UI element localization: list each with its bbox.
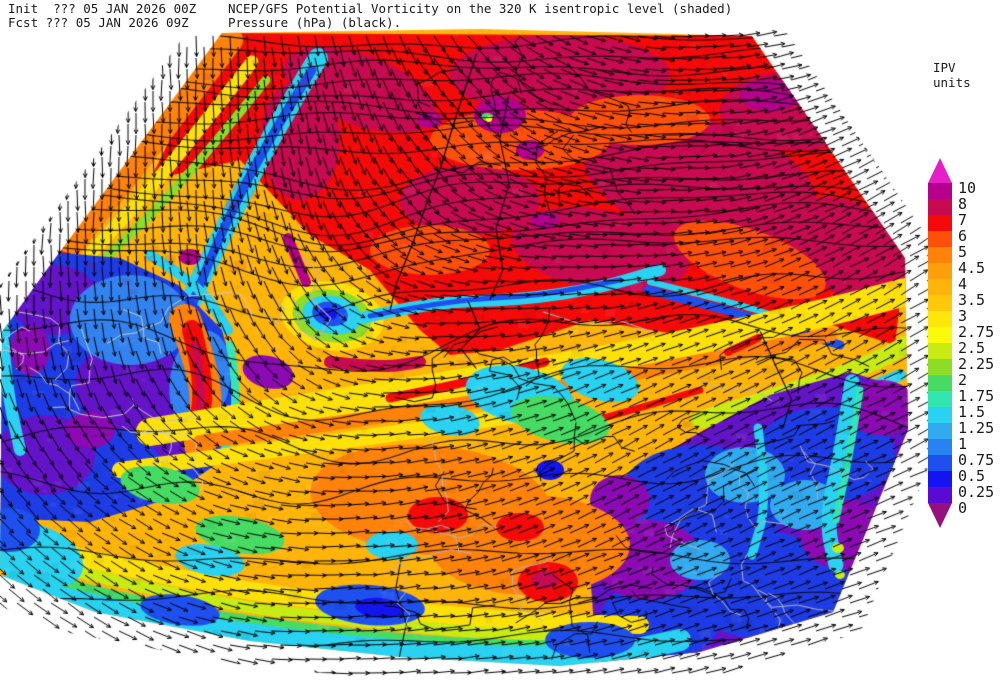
colorbar-box xyxy=(928,327,952,343)
colorbar-tick-label: 1.75 xyxy=(958,387,995,405)
colorbar-units-label: IPV units xyxy=(933,60,971,90)
colorbar-box xyxy=(928,263,952,279)
colorbar-tick-label: 0.25 xyxy=(958,483,995,501)
colorbar-box xyxy=(928,391,952,407)
fcst-time-label: Fcst ??? 05 JAN 2026 09Z xyxy=(8,15,189,30)
init-time-label: Init ??? 05 JAN 2026 00Z xyxy=(8,1,197,16)
colorbar-under-arrow xyxy=(928,503,952,528)
colorbar-tick-label: 1.25 xyxy=(958,419,995,437)
colorbar-over-arrow xyxy=(928,158,952,183)
colorbar-tick-label: 2.75 xyxy=(958,323,995,341)
colorbar-tick-label: 2.25 xyxy=(958,355,995,373)
colorbar-box xyxy=(928,423,952,439)
colorbar-tick-label: 7 xyxy=(958,211,968,229)
colorbar-tick-label: 0 xyxy=(958,499,968,517)
colorbar-tick-label: 4.5 xyxy=(958,259,986,277)
colorbar-tick-label: 10 xyxy=(958,179,977,197)
map-title-line1: NCEP/GFS Potential Vorticity on the 320 … xyxy=(228,1,733,16)
colorbar-tick-label: 8 xyxy=(958,195,968,213)
colorbar-box xyxy=(928,471,952,487)
colorbar-tick-label: 3.5 xyxy=(958,291,986,309)
colorbar-box xyxy=(928,295,952,311)
colorbar-tick-label: 0.5 xyxy=(958,467,986,485)
colorbar-tick-label: 5 xyxy=(958,243,968,261)
colorbar-box xyxy=(928,199,952,215)
colorbar-tick-label: 3 xyxy=(958,307,968,325)
colorbar-box xyxy=(928,231,952,247)
colorbar-box xyxy=(928,375,952,391)
colorbar-tick-label: 4 xyxy=(958,275,968,293)
colorbar-box xyxy=(928,455,952,471)
colorbar-tick-label: 1 xyxy=(958,435,968,453)
colorbar-box xyxy=(928,359,952,375)
colorbar-box xyxy=(928,247,952,263)
colorbar-box xyxy=(928,279,952,295)
colorbar-box xyxy=(928,183,952,199)
map-title-line2: Pressure (hPa) (black). xyxy=(228,15,402,30)
colorbar-tick-label: 1.5 xyxy=(958,403,986,421)
colorbar-box xyxy=(928,407,952,423)
colorbar-box xyxy=(928,215,952,231)
colorbar-tick-label: 2 xyxy=(958,371,968,389)
colorbar-box xyxy=(928,311,952,327)
colorbar-tick-label: 0.75 xyxy=(958,451,995,469)
colorbar-box xyxy=(928,439,952,455)
colorbar-tick-label: 6 xyxy=(958,227,968,245)
colorbar-box xyxy=(928,343,952,359)
colorbar-tick-label: 2.5 xyxy=(958,339,986,357)
colorbar: 10 8 7 6 5 4.5 4 3.5 3 2.75 2.5 2.25 2 1.75 1.5 1.25 1 0.… xyxy=(928,158,998,538)
colorbar-box xyxy=(928,487,952,503)
